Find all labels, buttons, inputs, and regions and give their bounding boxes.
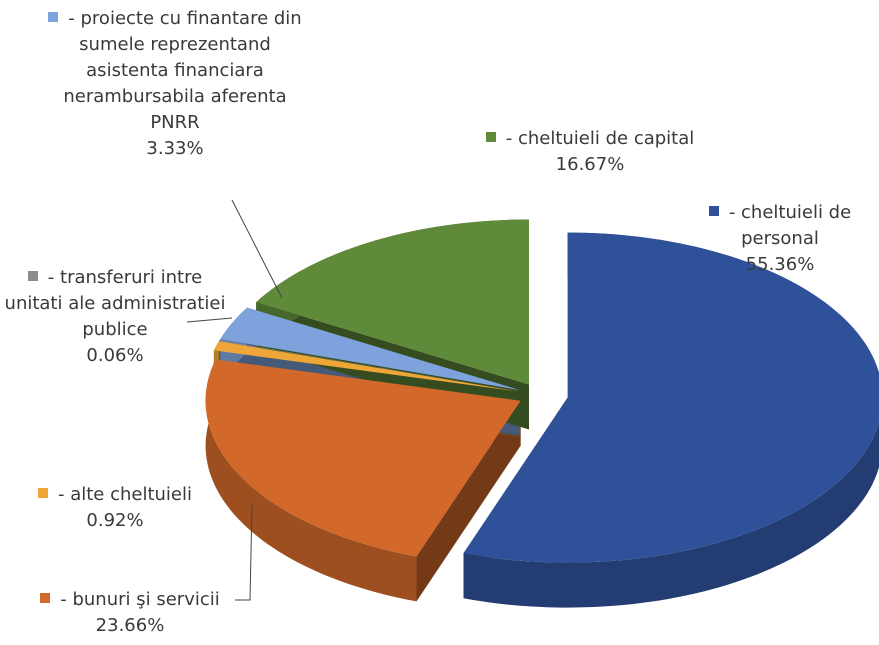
- leader-line: [186, 317, 233, 323]
- data-label: - bunuri şi servicii 23.66%: [0, 587, 260, 639]
- legend-key: [48, 12, 59, 22]
- slice-edge: [463, 232, 879, 608]
- slice: [220, 307, 520, 391]
- slice: [213, 341, 519, 392]
- category-label: - bunuri şi servicii: [60, 589, 220, 610]
- slice: [219, 340, 520, 392]
- slice: [463, 232, 879, 563]
- category-label: - proiecte cu finantare din sumele repre…: [63, 8, 302, 133]
- data-label: - transferuri intre unitati ale administ…: [0, 265, 230, 369]
- slice-side: [416, 400, 521, 602]
- leader-line: [235, 504, 253, 601]
- pie: [205, 219, 879, 608]
- legend-key: [485, 132, 496, 142]
- data-label: - cheltuieli de personal 55.36%: [680, 200, 879, 278]
- slice-edge: [205, 359, 417, 602]
- legend-key: [27, 271, 38, 281]
- category-label: - cheltuieli de personal: [728, 202, 852, 249]
- value-label: 3.33%: [146, 138, 204, 159]
- legend-key: [37, 488, 48, 498]
- category-label: - transferuri intre unitati ale administ…: [4, 267, 226, 340]
- slice: [256, 219, 529, 385]
- data-label: - cheltuieli de capital 16.67%: [480, 126, 700, 178]
- data-label: - proiecte cu finantare din sumele repre…: [40, 6, 310, 162]
- data-label: - alte cheltuieli 0.92%: [0, 482, 230, 534]
- value-label: 0.92%: [86, 510, 144, 531]
- category-label: - cheltuieli de capital: [505, 128, 695, 149]
- category-label: - alte cheltuieli: [57, 484, 193, 505]
- legend-key: [40, 593, 51, 603]
- value-label: 16.67%: [555, 154, 625, 175]
- leader-line: [231, 199, 283, 299]
- value-label: 0.06%: [86, 345, 144, 366]
- value-label: 23.66%: [95, 615, 165, 636]
- legend-key: [708, 206, 719, 216]
- value-label: 55.36%: [745, 254, 815, 275]
- slice: [205, 359, 521, 557]
